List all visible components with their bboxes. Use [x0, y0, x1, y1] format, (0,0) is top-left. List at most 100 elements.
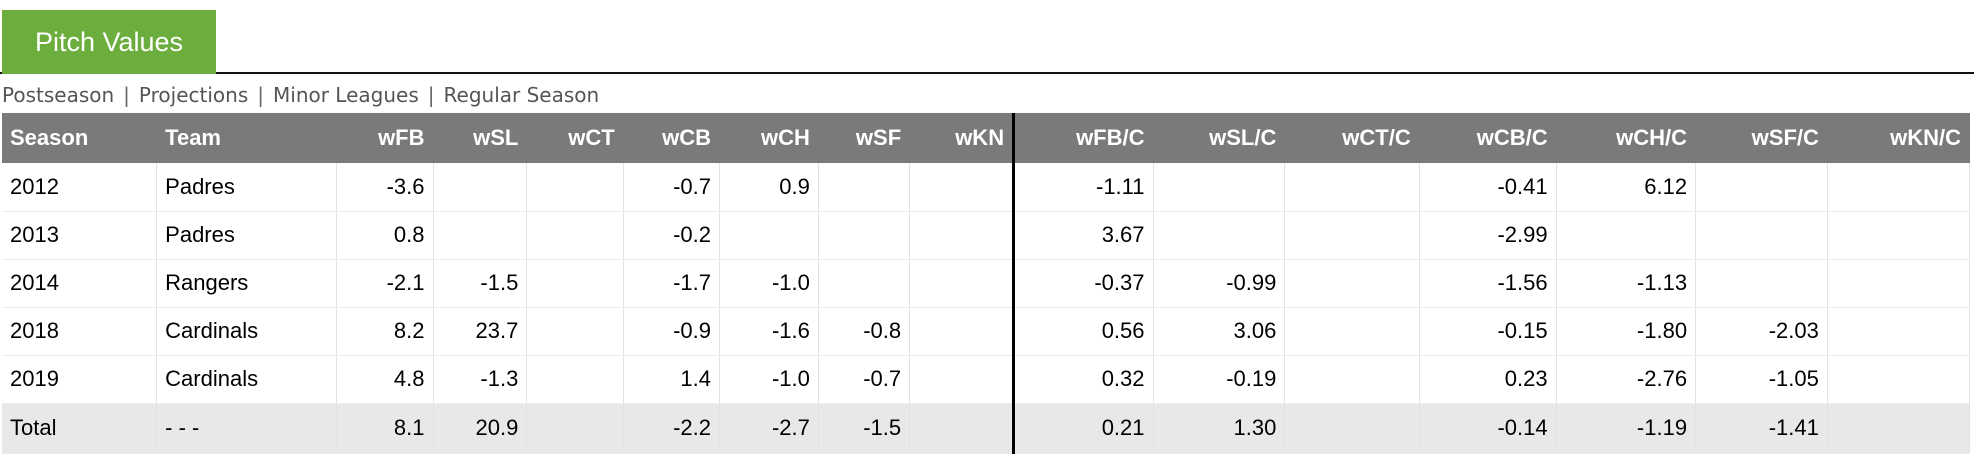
table-total-row: Total - - -8.1 20.9 -2.2 -2.7 -1.5 0.21 1.30 -0.…: [2, 403, 1971, 454]
stat-cell: -1.0: [719, 355, 819, 404]
stat-cell: -2.7: [719, 403, 819, 454]
total-label: Total: [2, 403, 158, 454]
table-row: 2018 Cardinals 8.2 23.7 -0.9 -1.6 -0.8 0.56 3.06…: [2, 307, 1971, 356]
stat-cell: -1.5: [818, 403, 911, 454]
stat-cell: 4.8: [336, 355, 434, 404]
column-header-wct[interactable]: wCT: [526, 113, 624, 163]
stat-cell: -0.19: [1153, 355, 1286, 404]
table-header-row: Season Team wFB wSL wCT wCB wCH wSF wKN wFB/C wSL/…: [2, 113, 1971, 163]
column-header-wfb[interactable]: wFB: [336, 113, 434, 163]
stat-cell: 0.21: [1013, 403, 1154, 454]
stat-cell: -1.13: [1556, 259, 1697, 308]
stat-cell: [1284, 355, 1420, 404]
stat-cell: [1695, 259, 1828, 308]
stat-cell: [526, 211, 624, 260]
stat-cell: [1284, 211, 1420, 260]
stat-cell: [909, 403, 1016, 454]
column-header-wcb[interactable]: wCB: [623, 113, 721, 163]
column-header-wkn-per-c[interactable]: wKN/C: [1827, 113, 1971, 163]
stat-cell: [526, 259, 624, 308]
stat-cell: [1284, 403, 1420, 454]
column-header-wcb-per-c[interactable]: wCB/C: [1419, 113, 1557, 163]
stat-cell: [1827, 403, 1971, 454]
stat-cell: [526, 355, 624, 404]
stat-cell: -0.14: [1419, 403, 1557, 454]
stat-cell: [818, 259, 911, 308]
season-cell: 2014: [2, 259, 158, 308]
stat-cell: -2.03: [1695, 307, 1828, 356]
stat-cell: [433, 163, 528, 212]
pitch-values-table: Season Team wFB wSL wCT wCB wCH wSF wKN wFB/C wSL/…: [2, 113, 1971, 454]
stat-cell: 0.8: [336, 211, 434, 260]
season-cell: 2019: [2, 355, 158, 404]
column-header-wsl[interactable]: wSL: [433, 113, 528, 163]
stat-cell: -2.99: [1419, 211, 1557, 260]
stat-cell: -1.11: [1013, 163, 1154, 212]
subnav-projections[interactable]: Projections: [138, 83, 249, 107]
team-cell[interactable]: Cardinals: [156, 355, 338, 404]
stat-cell: -0.41: [1419, 163, 1557, 212]
column-header-wch[interactable]: wCH: [719, 113, 819, 163]
subnav-regular-season[interactable]: Regular Season: [443, 83, 600, 107]
team-cell[interactable]: Padres: [156, 163, 338, 212]
team-cell[interactable]: Cardinals: [156, 307, 338, 356]
stat-cell: -1.0: [719, 259, 819, 308]
stat-cell: [1827, 307, 1971, 356]
stat-cell: [1153, 163, 1286, 212]
team-cell[interactable]: Padres: [156, 211, 338, 260]
stat-cell: 3.67: [1013, 211, 1154, 260]
column-header-wch-per-c[interactable]: wCH/C: [1556, 113, 1697, 163]
stat-cell: 0.32: [1013, 355, 1154, 404]
stat-cell: [526, 307, 624, 356]
stat-cell: [909, 307, 1016, 356]
stat-cell: -1.6: [719, 307, 819, 356]
stat-cell: -1.7: [623, 259, 721, 308]
stat-cell: [1695, 211, 1828, 260]
stat-cell: -2.76: [1556, 355, 1697, 404]
stat-cell: -0.8: [818, 307, 911, 356]
stat-cell: [909, 163, 1016, 212]
column-header-team[interactable]: Team: [156, 113, 338, 163]
stat-cell: -1.3: [433, 355, 528, 404]
subnav-postseason[interactable]: Postseason: [2, 83, 115, 107]
column-header-wfb-per-c[interactable]: wFB/C: [1013, 113, 1154, 163]
subnav-separator: |: [257, 83, 264, 107]
subnav-minor-leagues[interactable]: Minor Leagues: [273, 83, 419, 107]
stat-cell: -0.37: [1013, 259, 1154, 308]
stat-cell: [1827, 355, 1971, 404]
stat-cell: 20.9: [433, 403, 528, 454]
season-cell: 2013: [2, 211, 158, 260]
table-row: 2012 Padres -3.6 -0.7 0.9 -1.11 -0.41 6.12: [2, 163, 1971, 212]
stat-cell: 8.2: [336, 307, 434, 356]
stat-cell: -1.41: [1695, 403, 1828, 454]
team-cell[interactable]: Rangers: [156, 259, 338, 308]
column-header-wsf-per-c[interactable]: wSF/C: [1695, 113, 1828, 163]
stat-cell: 23.7: [433, 307, 528, 356]
stat-cell: [909, 355, 1016, 404]
column-header-season[interactable]: Season: [2, 113, 158, 163]
stat-cell: 1.4: [623, 355, 721, 404]
stat-cell: [818, 211, 911, 260]
season-cell: 2018: [2, 307, 158, 356]
stat-cell: [1827, 211, 1971, 260]
stat-cell: -0.99: [1153, 259, 1286, 308]
column-header-wkn[interactable]: wKN: [909, 113, 1016, 163]
stat-cell: -1.56: [1419, 259, 1557, 308]
stat-cell: 3.06: [1153, 307, 1286, 356]
stat-cell: -0.7: [623, 163, 721, 212]
section-tab-pitch-values[interactable]: Pitch Values: [2, 10, 216, 74]
stat-cell: -1.80: [1556, 307, 1697, 356]
stat-cell: 1.30: [1153, 403, 1286, 454]
stat-cell: -0.2: [623, 211, 721, 260]
column-header-wct-per-c[interactable]: wCT/C: [1284, 113, 1420, 163]
stat-cell: -0.9: [623, 307, 721, 356]
subnav: Postseason | Projections | Minor Leagues | Reg…: [2, 80, 599, 110]
stat-cell: -0.15: [1419, 307, 1557, 356]
column-header-wsl-per-c[interactable]: wSL/C: [1153, 113, 1286, 163]
column-header-wsf[interactable]: wSF: [818, 113, 911, 163]
stat-cell: -0.7: [818, 355, 911, 404]
stat-cell: [526, 163, 624, 212]
team-cell: - - -: [156, 403, 338, 454]
stat-cell: [1284, 163, 1420, 212]
stat-cell: [1827, 259, 1971, 308]
